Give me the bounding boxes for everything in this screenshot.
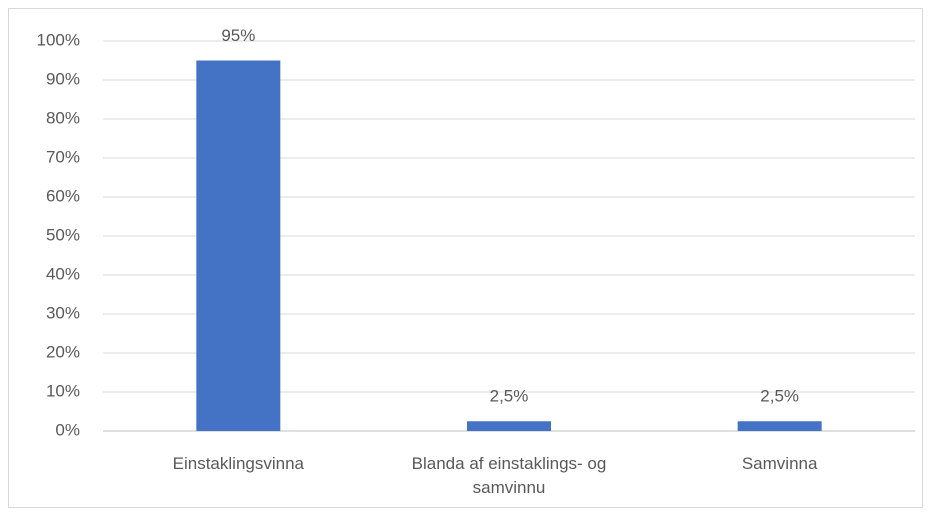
y-tick-label: 70% [46,147,80,166]
x-tick-label: Samvinna [741,454,818,473]
y-tick-label: 30% [46,303,80,322]
y-tick-label: 80% [46,108,80,127]
chart-border [8,8,923,508]
y-tick-label: 40% [46,264,80,283]
y-tick-label: 0% [55,420,80,439]
y-tick-label: 60% [46,186,80,205]
y-tick-label: 20% [46,342,80,361]
bar [737,421,822,431]
y-tick-label: 100% [37,30,80,49]
bar [467,421,551,431]
value-label: 2,5% [760,387,799,406]
value-label: 2,5% [490,387,529,406]
y-tick-label: 10% [46,381,80,400]
x-tick-label: Blanda af einstaklings- og samvinnu [411,454,607,497]
y-tick-label: 90% [46,69,80,88]
y-tick-label: 50% [46,225,80,244]
x-tick-label: Einstaklingsvinna [172,454,304,473]
value-label: 95% [221,26,255,45]
bar [196,60,281,431]
